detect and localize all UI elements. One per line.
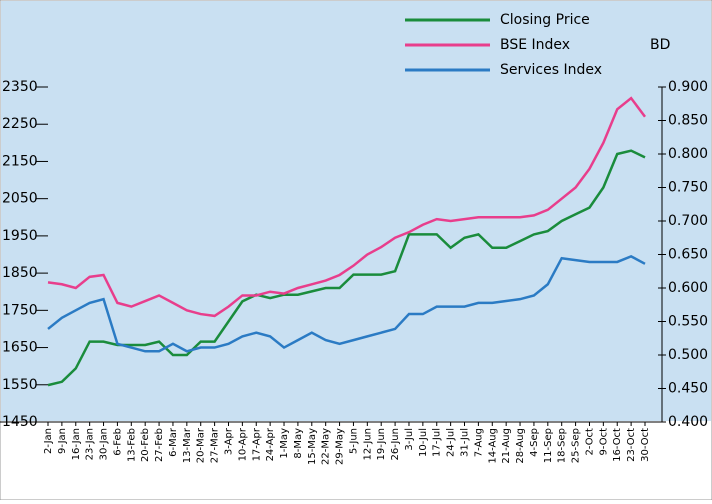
- x-tick-label: 28-Aug: [515, 428, 526, 464]
- x-tick-label: 30-Jan: [99, 428, 110, 460]
- y-tick-label: 1550: [2, 377, 38, 393]
- x-tick-label: 18-Sep: [557, 428, 568, 463]
- y2-tick-label: 0.400: [668, 414, 708, 430]
- x-tick-label: 9-Oct: [598, 428, 609, 456]
- y2-tick-label: 0.900: [668, 79, 708, 95]
- x-tick-label: 27-Feb: [154, 428, 165, 462]
- x-tick-label: 19-Jun: [376, 428, 387, 461]
- y-tick-label: 2050: [2, 191, 38, 207]
- x-tick-label: 23-Jan: [85, 428, 96, 460]
- x-tick-label: 30-Oct: [640, 428, 651, 462]
- x-tick-label: 1-May: [279, 428, 290, 459]
- x-tick-label: 23-Oct: [626, 428, 637, 462]
- y-tick-label: 2150: [2, 153, 38, 169]
- x-tick-label: 10-Jul: [418, 428, 429, 457]
- x-tick-label: 10-Apr: [237, 427, 248, 461]
- x-tick-label: 14-Aug: [487, 428, 498, 464]
- x-tick-label: 2-Jan: [43, 428, 54, 454]
- x-tick-label: 26-Jun: [390, 428, 401, 461]
- x-tick-label: 3-Apr: [223, 427, 234, 455]
- y-tick-label: 1950: [2, 228, 38, 244]
- y-tick-label: 1750: [2, 302, 38, 318]
- legend-label: Closing Price: [500, 12, 590, 28]
- x-tick-label: 21-Aug: [501, 428, 512, 464]
- x-tick-label: 22-May: [321, 428, 332, 465]
- x-tick-label: 4-Sep: [529, 428, 540, 457]
- legend-label: BSE Index: [500, 37, 570, 53]
- plot-background: [1, 1, 711, 421]
- y-tick-label: 2250: [2, 116, 38, 132]
- y2-tick-label: 0.800: [668, 146, 708, 162]
- y-tick-label: 1850: [2, 265, 38, 281]
- y2-tick-label: 0.500: [668, 347, 708, 363]
- x-tick-label: 6-Mar: [168, 427, 179, 457]
- x-tick-label: 24-Apr: [265, 427, 276, 461]
- x-tick-label: 29-May: [335, 428, 346, 465]
- x-tick-label: 16-Oct: [612, 428, 623, 462]
- x-tick-label: 15-May: [307, 428, 318, 465]
- x-tick-label: 7-Aug: [473, 428, 484, 457]
- y2-tick-label: 0.600: [668, 280, 708, 296]
- x-tick-label: 8-May: [293, 428, 304, 459]
- y2-tick-label: 0.550: [668, 314, 708, 330]
- x-tick-label: 11-Sep: [543, 428, 554, 463]
- series-line: [47, 96, 647, 318]
- x-tick-label: 13-Mar: [182, 427, 193, 463]
- x-tick-label: 16-Jan: [71, 428, 82, 460]
- y2-tick-label: 0.650: [668, 247, 708, 263]
- x-tick-label: 12-Jun: [362, 428, 373, 461]
- y2-tick-label: 0.750: [668, 180, 708, 196]
- series-line: [47, 254, 646, 353]
- x-tick-label: 17-Apr: [251, 427, 262, 461]
- y2-tick-label: 0.700: [668, 213, 708, 229]
- x-tick-label: 24-Jul: [446, 428, 457, 457]
- series-line: [47, 149, 646, 387]
- x-tick-label: 27-Mar: [210, 427, 221, 463]
- x-tick-label: 5-Jun: [348, 428, 359, 454]
- y-tick-label: 1650: [2, 340, 38, 356]
- y2-tick-label: 0.850: [668, 113, 708, 129]
- y-tick-label: 1450: [2, 414, 38, 430]
- x-tick-label: 17-Jul: [432, 428, 443, 457]
- x-tick-label: 13-Feb: [126, 428, 137, 462]
- x-tick-label: 2-Oct: [584, 428, 595, 456]
- y-tick-label: 2350: [2, 79, 38, 95]
- x-tick-label: 20-Feb: [140, 428, 151, 462]
- y2-axis-label: BD: [650, 37, 670, 53]
- x-tick-label: 6-Feb: [112, 428, 123, 456]
- x-tick-label: 25-Sep: [571, 428, 582, 463]
- y2-tick-label: 0.450: [668, 381, 708, 397]
- x-tick-label: 31-Jul: [460, 428, 471, 457]
- x-tick-label: 3-Jul: [404, 428, 415, 451]
- x-tick-label: 9-Jan: [57, 428, 68, 454]
- legend-label: Services Index: [500, 62, 602, 78]
- x-tick-label: 20-Mar: [196, 427, 207, 463]
